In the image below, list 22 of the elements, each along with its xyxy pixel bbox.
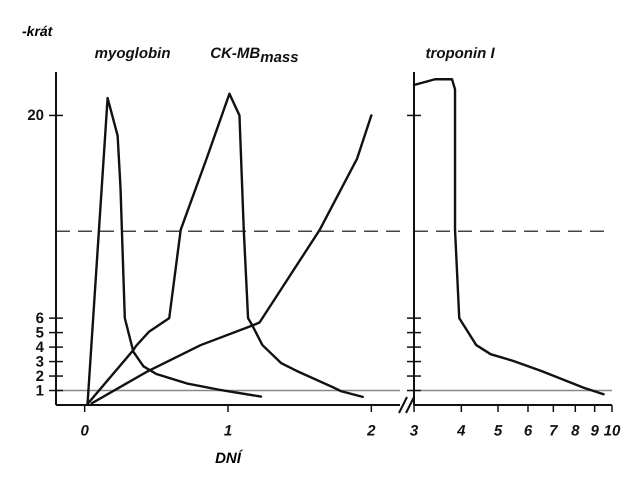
- y-tick-label: 5: [36, 324, 44, 342]
- y-tick-label: 4: [36, 338, 45, 356]
- series-label: troponin I: [425, 45, 496, 62]
- y-tick-label: 6: [36, 310, 44, 327]
- x-axis-title: DNÍ: [215, 449, 244, 467]
- x-tick-label: 3: [410, 422, 419, 440]
- x-tick-label: 8: [571, 422, 580, 440]
- y-axis-title: -krát: [22, 23, 54, 39]
- y-tick-label: 20: [27, 107, 44, 124]
- y-tick-label: 2: [36, 368, 44, 385]
- x-tick-label: 2: [366, 422, 376, 440]
- y-tick-label: 3: [36, 353, 44, 370]
- x-tick-label: 10: [604, 422, 621, 440]
- x-tick-label: 1: [224, 422, 232, 440]
- x-tick-label: 6: [524, 422, 533, 440]
- x-tick-label: 4: [456, 422, 466, 440]
- x-tick-label: 5: [494, 422, 503, 440]
- x-tick-label: 9: [590, 422, 600, 440]
- y-tick-label: 1: [36, 382, 44, 400]
- text: myoglobin: [94, 45, 171, 62]
- x-tick-label: 0: [80, 422, 90, 440]
- x-tick-label: 7: [549, 422, 558, 440]
